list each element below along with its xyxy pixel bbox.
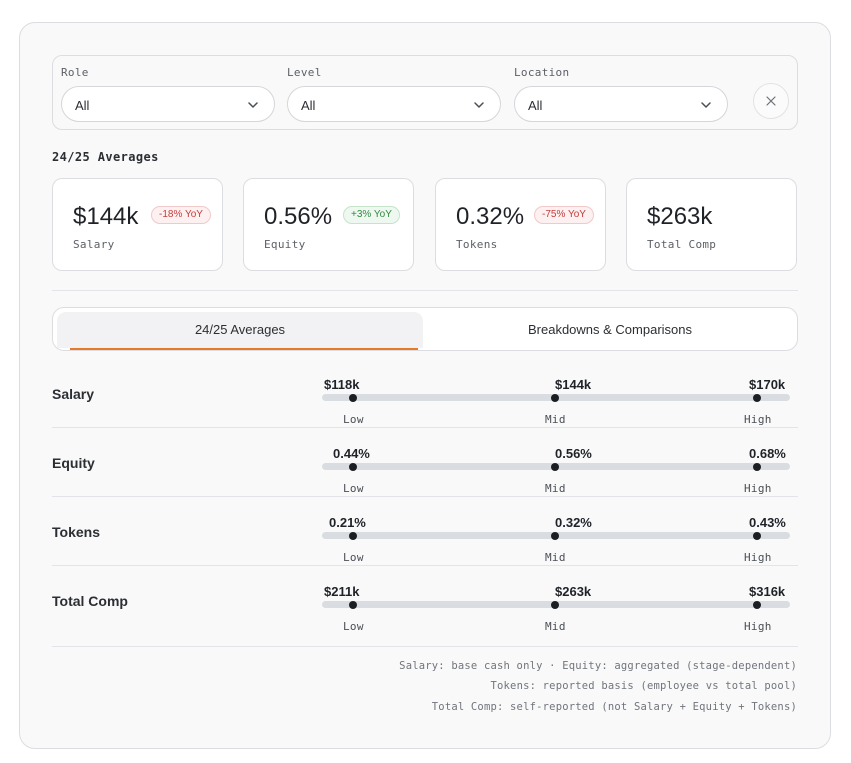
kpi-label: Equity <box>264 238 306 251</box>
range-row-tokens: Tokens 0.21% 0.32% 0.43% Low Mid High <box>52 497 798 566</box>
location-select-value: All <box>528 98 543 113</box>
high-marker <box>753 394 761 402</box>
low-marker <box>349 532 357 540</box>
high-value: $170k <box>749 377 786 392</box>
kpi-label: Total Comp <box>647 238 717 251</box>
low-value: 0.44% <box>333 446 370 461</box>
close-icon <box>766 96 776 106</box>
mid-tick-label: Mid <box>545 482 566 495</box>
high-marker <box>753 532 761 540</box>
row-label: Tokens <box>52 524 100 540</box>
mid-value: $263k <box>555 584 592 599</box>
low-marker <box>349 601 357 609</box>
kpi-value: $144k <box>73 203 139 230</box>
row-divider <box>52 565 798 566</box>
role-filter: Role All <box>61 66 275 122</box>
footnote-tokens: Tokens: reported basis (employee vs tota… <box>490 680 797 692</box>
kpi-card-equity: 0.56% +3% YoY Equity <box>243 178 414 271</box>
high-value: 0.43% <box>749 515 786 530</box>
footnote-total-comp: Total Comp: self-reported (not Salary + … <box>431 701 797 713</box>
kpi-value: 0.32% <box>456 203 525 230</box>
kpi-card-tokens: 0.32% -75% YoY Tokens <box>435 178 606 271</box>
low-tick-label: Low <box>343 620 364 633</box>
view-tabs: 24/25 Averages Breakdowns & Comparisons <box>52 307 798 351</box>
mid-marker <box>551 601 559 609</box>
chevron-down-icon <box>474 102 484 108</box>
mid-tick-label: Mid <box>545 551 566 564</box>
tab-averages[interactable]: 24/25 Averages <box>57 312 423 348</box>
level-filter-label: Level <box>287 66 322 79</box>
mid-marker <box>551 463 559 471</box>
kpi-card-total-comp: $263k Total Comp <box>626 178 797 271</box>
low-value: $118k <box>324 377 360 392</box>
low-value: 0.21% <box>329 515 366 530</box>
tab-breakdowns[interactable]: Breakdowns & Comparisons <box>527 322 693 337</box>
low-marker <box>349 463 357 471</box>
kpi-value: $263k <box>647 203 713 230</box>
location-select[interactable]: All <box>514 86 728 122</box>
row-divider <box>52 427 798 428</box>
chevron-down-icon <box>701 102 711 108</box>
role-select[interactable]: All <box>61 86 275 122</box>
level-select-value: All <box>301 98 316 113</box>
divider <box>52 646 798 647</box>
filters-panel: Role All Level All Location All <box>52 55 798 130</box>
active-tab-indicator <box>70 348 418 350</box>
row-label: Total Comp <box>52 593 128 609</box>
mid-marker <box>551 394 559 402</box>
high-tick-label: High <box>744 413 772 426</box>
role-filter-label: Role <box>61 66 89 79</box>
low-marker <box>349 394 357 402</box>
row-divider <box>52 496 798 497</box>
range-row-total-comp: Total Comp $211k $263k $316k Low Mid Hig… <box>52 566 798 635</box>
high-marker <box>753 601 761 609</box>
level-select[interactable]: All <box>287 86 501 122</box>
yoy-badge: -75% YoY <box>534 206 594 224</box>
chevron-down-icon <box>248 102 258 108</box>
divider <box>52 290 798 291</box>
yoy-badge: -18% YoY <box>151 206 211 224</box>
high-value: 0.68% <box>749 446 786 461</box>
role-select-value: All <box>75 98 90 113</box>
mid-value: 0.32% <box>555 515 592 530</box>
mid-value: $144k <box>555 377 592 392</box>
high-tick-label: High <box>744 482 772 495</box>
compensation-card: Role All Level All Location All 24/25 Av… <box>19 22 831 749</box>
footnote-salary-equity: Salary: base cash only · Equity: aggrega… <box>399 660 797 672</box>
mid-tick-label: Mid <box>545 620 566 633</box>
high-marker <box>753 463 761 471</box>
high-tick-label: High <box>744 620 772 633</box>
high-value: $316k <box>749 584 786 599</box>
low-tick-label: Low <box>343 413 364 426</box>
mid-marker <box>551 532 559 540</box>
kpi-label: Tokens <box>456 238 498 251</box>
kpi-label: Salary <box>73 238 115 251</box>
level-filter: Level All <box>287 66 501 122</box>
clear-filters-button[interactable] <box>753 83 789 119</box>
location-filter: Location All <box>514 66 728 122</box>
row-label: Salary <box>52 386 95 402</box>
row-label: Equity <box>52 455 95 471</box>
low-tick-label: Low <box>343 482 364 495</box>
location-filter-label: Location <box>514 66 570 79</box>
section-title: 24/25 Averages <box>52 150 159 164</box>
kpi-value: 0.56% <box>264 203 333 230</box>
range-row-equity: Equity 0.44% 0.56% 0.68% Low Mid High <box>52 428 798 497</box>
low-tick-label: Low <box>343 551 364 564</box>
low-value: $211k <box>324 584 360 599</box>
high-tick-label: High <box>744 551 772 564</box>
kpi-card-salary: $144k -18% YoY Salary <box>52 178 223 271</box>
mid-value: 0.56% <box>555 446 592 461</box>
range-row-salary: Salary $118k $144k $170k Low Mid High <box>52 359 798 428</box>
yoy-badge: +3% YoY <box>343 206 400 224</box>
mid-tick-label: Mid <box>545 413 566 426</box>
